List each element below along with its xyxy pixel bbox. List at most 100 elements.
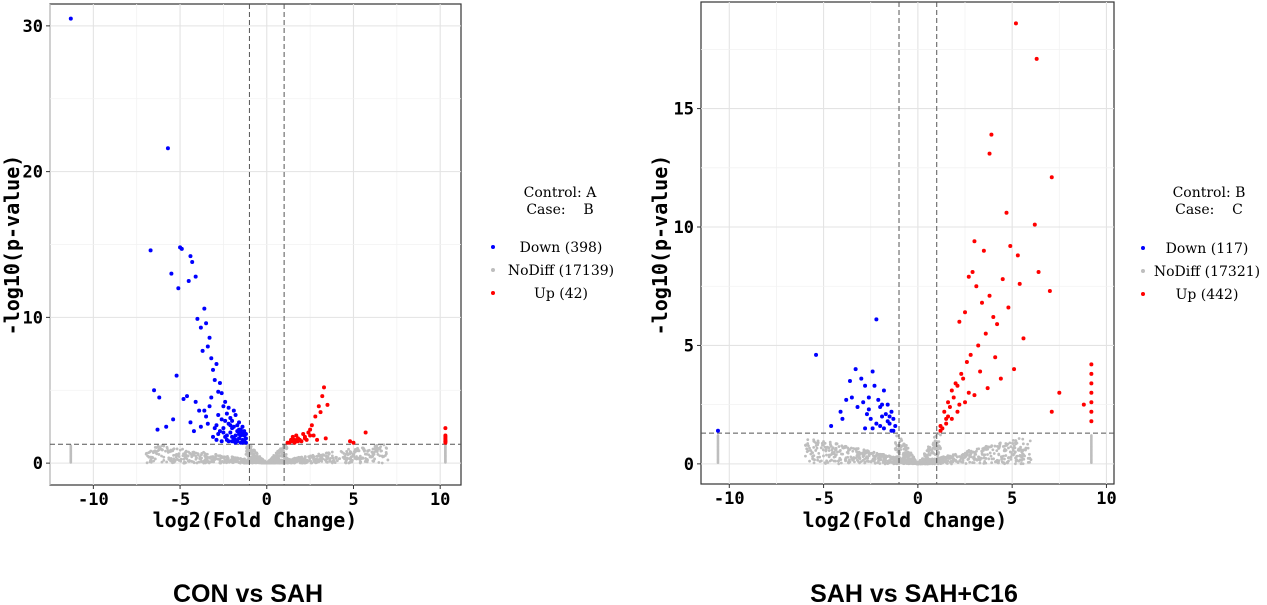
up-point [1015, 253, 1020, 258]
nodiff-point [903, 447, 907, 451]
down-point [164, 424, 169, 429]
up-point [1017, 281, 1022, 286]
nodiff-point [861, 451, 865, 455]
nodiff-point [329, 456, 332, 460]
nodiff-point [840, 452, 843, 456]
x-tick-label: -10 [714, 489, 745, 509]
nodiff-point [293, 457, 297, 461]
nodiff-point [283, 457, 287, 461]
nodiff-point [149, 460, 153, 464]
up-point [978, 369, 983, 374]
nodiff-point [977, 447, 981, 451]
down-point [891, 416, 896, 421]
nodiff-point [345, 450, 349, 453]
up-point [323, 436, 328, 441]
down-point [179, 246, 184, 251]
nodiff-point [363, 452, 367, 456]
up-point [309, 423, 314, 428]
nodiff-point [873, 461, 877, 465]
nodiff-point [379, 449, 383, 453]
up-point [968, 352, 973, 357]
y-axis-title: -log10(p-value) [648, 155, 672, 336]
nodiff-point [317, 454, 321, 458]
down-point [148, 248, 153, 253]
up-point [1049, 409, 1054, 414]
legend-nodiff-label: NoDiff (17321) [1154, 264, 1260, 280]
nodiff-point [214, 453, 218, 457]
up-point [443, 436, 448, 441]
nodiff-point [896, 448, 899, 451]
nodiff-point [303, 455, 307, 458]
nodiff-point [224, 455, 228, 459]
down-point [216, 413, 221, 418]
nodiff-point [997, 453, 1001, 457]
nodiff-point [271, 461, 275, 465]
down-point [866, 395, 871, 400]
up-point [290, 434, 295, 439]
nodiff-point [251, 449, 254, 453]
nodiff-point [160, 448, 164, 452]
nodiff-point [312, 455, 316, 459]
legend-down-marker [1141, 246, 1145, 250]
nodiff-point [991, 448, 995, 452]
up-point [944, 421, 949, 426]
nodiff-point [984, 457, 988, 460]
down-point [221, 430, 226, 435]
up-point [949, 388, 954, 393]
down-point [231, 408, 236, 413]
nodiff-point [1017, 437, 1021, 440]
nodiff-point [900, 460, 904, 464]
nodiff-point [1011, 439, 1015, 442]
nodiff-point [378, 454, 382, 458]
up-point [989, 132, 994, 137]
nodiff-point [221, 459, 225, 463]
nodiff-point [162, 458, 166, 462]
gridlines [49, 4, 461, 485]
up-point [1006, 305, 1011, 310]
nodiff-point [1014, 439, 1018, 442]
nodiff-point [354, 449, 358, 452]
nodiff-point [929, 461, 933, 464]
nodiff-point [1020, 462, 1023, 465]
nodiff-point [927, 447, 931, 451]
down-point [217, 429, 222, 434]
nodiff-point [972, 461, 976, 465]
x-tick-label: 10 [430, 490, 450, 510]
down-point [188, 254, 193, 259]
nodiff-point [187, 450, 190, 454]
up-point [1089, 400, 1094, 405]
nodiff-point [805, 447, 809, 451]
up-point [966, 274, 971, 279]
nodiff-point [821, 448, 825, 452]
nodiff-point [165, 445, 169, 449]
nodiff-point [927, 459, 930, 463]
nodiff-point [974, 449, 978, 453]
up-point [942, 409, 947, 414]
up-point [957, 402, 962, 407]
nodiff-point [924, 455, 928, 459]
nodiff-point [855, 454, 859, 458]
nodiff-point [342, 452, 346, 455]
nodiff-point [285, 459, 289, 463]
nodiff-point [275, 455, 279, 459]
nodiff-point [270, 457, 273, 461]
down-point [212, 378, 217, 383]
nodiff-point [956, 460, 959, 464]
nodiff-point [819, 446, 823, 450]
y-tick-label: 0 [33, 454, 43, 474]
up-point [1057, 390, 1062, 395]
legend-up-marker [491, 291, 495, 295]
up-point [966, 390, 971, 395]
nodiff-point [989, 454, 993, 458]
nodiff-point [158, 446, 162, 449]
down-point [853, 367, 858, 372]
down-point [195, 316, 200, 321]
nodiff-point [277, 457, 280, 461]
nodiff-point [325, 460, 329, 464]
down-point [874, 317, 879, 322]
nodiff-point [818, 455, 822, 459]
nodiff-point [818, 460, 822, 463]
down-point [171, 417, 176, 422]
down-point [197, 408, 202, 413]
nodiff-point [814, 449, 818, 452]
